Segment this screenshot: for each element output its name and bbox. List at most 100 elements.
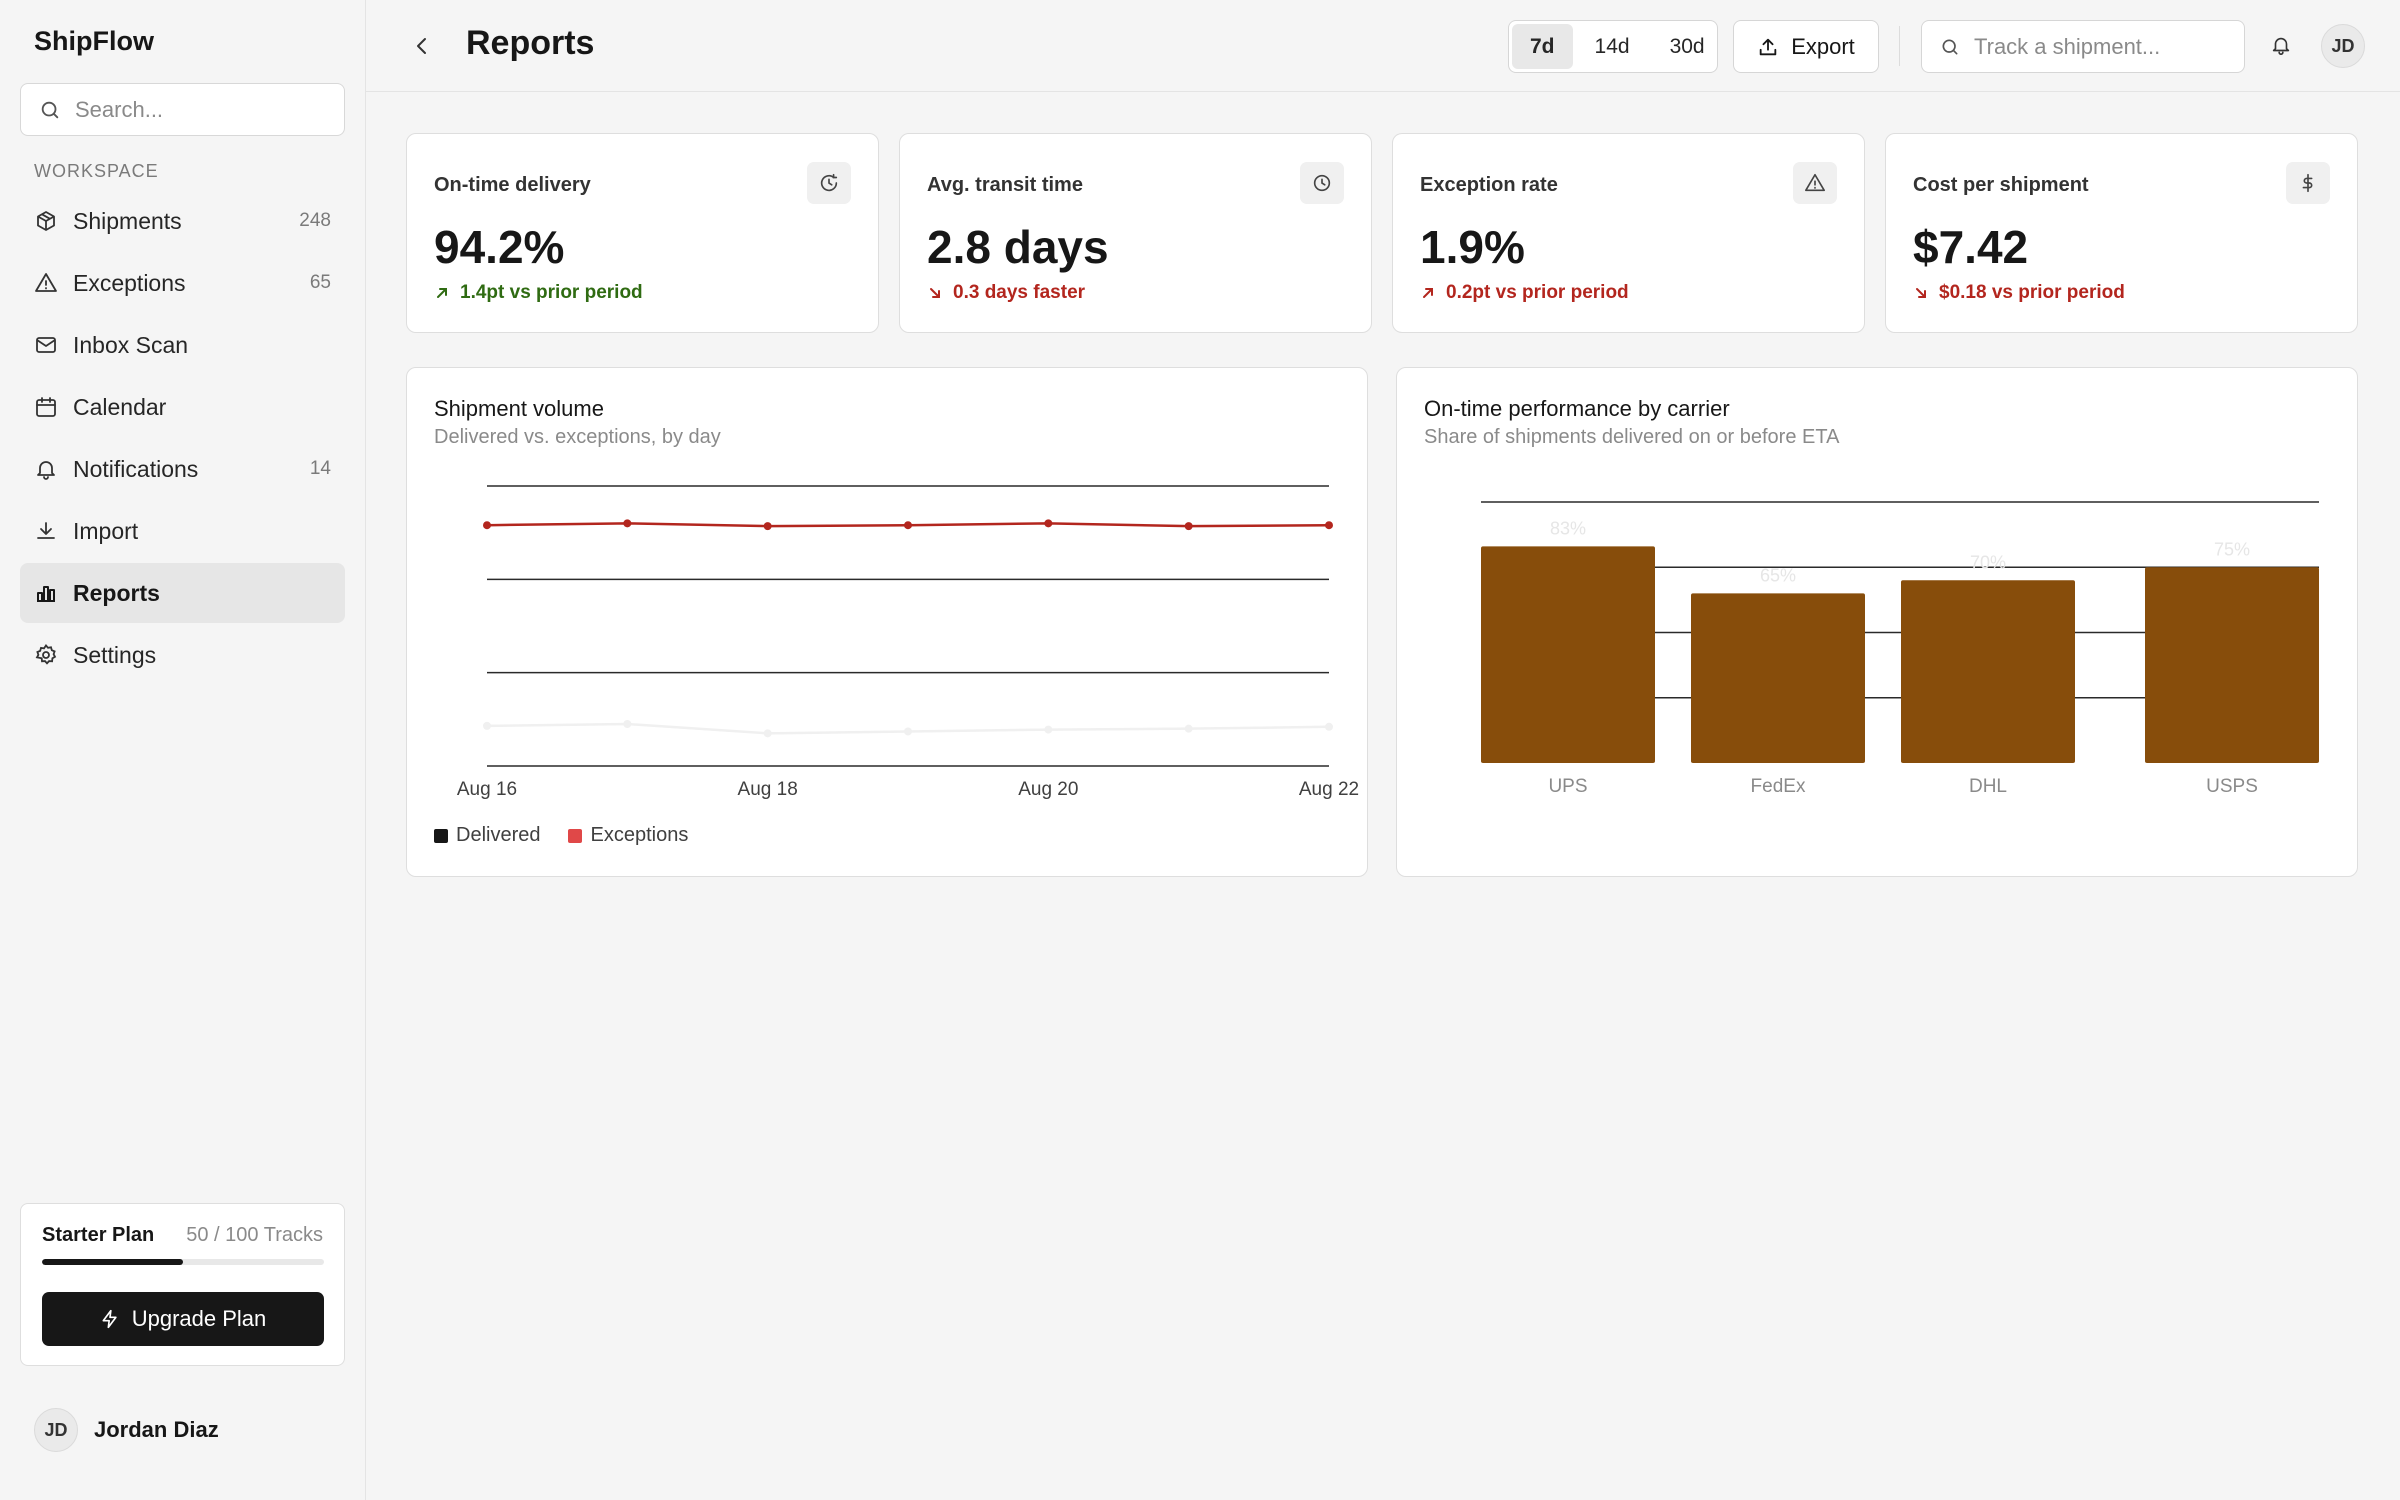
arrow-down-right-icon: [1916, 288, 1926, 298]
plan-progress-bar: [42, 1259, 324, 1265]
data-point-delivered: [1184, 724, 1193, 733]
x-tick-label: USPS: [2206, 776, 2258, 797]
calendar-icon: [36, 397, 56, 417]
x-tick-label: Aug 18: [738, 779, 798, 800]
avatar: JD: [34, 1408, 78, 1452]
data-point-delivered: [1044, 725, 1053, 734]
sidebar-item-reports[interactable]: Reports: [20, 563, 345, 623]
warning-icon: [35, 273, 57, 292]
bar-value-label: 65%: [1760, 565, 1796, 585]
bar-value-label: 75%: [2214, 539, 2250, 559]
kpi-delta-text: $0.18 vs prior period: [1939, 282, 2125, 303]
data-point-delivered: [483, 721, 491, 730]
sidebar-item-import[interactable]: Import: [20, 501, 345, 561]
bar-fedex: [1691, 593, 1865, 763]
kpi-value: 1.9%: [1420, 221, 1525, 273]
data-point-exceptions: [483, 521, 491, 530]
data-point-delivered: [904, 727, 912, 736]
export-button[interactable]: Export: [1733, 20, 1879, 73]
x-tick-label: DHL: [1969, 776, 2007, 797]
download-icon: [37, 522, 55, 539]
sidebar-item-exceptions[interactable]: Exceptions 65: [20, 253, 345, 313]
search-icon: [1942, 39, 1958, 55]
kpi-delta: $0.18 vs prior period: [1913, 282, 2125, 304]
data-point-exceptions: [623, 519, 632, 528]
kpi-delta-text: 0.3 days faster: [953, 282, 1086, 303]
user-name: Jordan Diaz: [94, 1417, 219, 1442]
sidebar-item-label: Settings: [73, 641, 157, 668]
upgrade-plan-button[interactable]: Upgrade Plan: [42, 1292, 324, 1346]
arrow-up-right-icon: [1423, 288, 1433, 298]
bar-usps: [2145, 567, 2319, 763]
range-7d-button[interactable]: 7d: [1512, 24, 1573, 69]
x-tick-label: Aug 22: [1299, 779, 1359, 800]
sidebar-item-label: Shipments: [73, 207, 182, 234]
chart-subtitle: Delivered vs. exceptions, by day: [434, 426, 721, 448]
bar-dhl: [1901, 580, 2075, 763]
data-point-exceptions: [1325, 521, 1333, 530]
date-range-toggle: 7d 14d 30d: [1508, 20, 1718, 73]
kpi-icon-box: [807, 162, 851, 204]
data-point-delivered: [1325, 722, 1333, 731]
sidebar-item-label: Inbox Scan: [73, 331, 189, 358]
legend-swatch: [434, 828, 448, 843]
data-point-exceptions: [763, 522, 772, 531]
export-label: Export: [1791, 33, 1855, 59]
kpi-label: Cost per shipment: [1913, 174, 2089, 196]
package-icon: [37, 211, 55, 231]
sidebar-item-count: 65: [309, 272, 331, 293]
chart-title: On-time performance by carrier: [1424, 396, 1730, 421]
chart-subtitle: Share of shipments delivered on or befor…: [1424, 426, 1840, 448]
kpi-label: On-time delivery: [434, 174, 591, 196]
sidebar-item-label: Notifications: [73, 455, 199, 482]
avatar[interactable]: JD: [2321, 24, 2365, 68]
kpi-value: $7.42: [1913, 221, 2029, 273]
gear-icon: [35, 644, 57, 665]
upgrade-plan-label: Upgrade Plan: [131, 1306, 267, 1331]
legend-item-exceptions: Exceptions: [568, 824, 688, 847]
upload-icon: [1759, 38, 1777, 55]
data-point-exceptions: [1044, 519, 1053, 528]
user-profile[interactable]: JD Jordan Diaz: [34, 1408, 219, 1452]
back-button[interactable]: [406, 30, 438, 62]
sidebar-search[interactable]: [20, 83, 345, 136]
shipment-volume-card: Shipment volume Delivered vs. exceptions…: [406, 367, 1368, 877]
track-shipment-input[interactable]: [1974, 33, 2234, 60]
chart-legend: Delivered Exceptions: [434, 824, 716, 847]
sidebar-item-notifications[interactable]: Notifications 14: [20, 439, 345, 499]
sidebar-item-settings[interactable]: Settings: [20, 625, 345, 685]
arrow-up-right-icon: [437, 288, 447, 298]
data-point-exceptions: [1184, 522, 1193, 531]
x-tick-label: Aug 16: [457, 779, 517, 800]
range-30d-button[interactable]: 30d: [1669, 34, 1705, 58]
x-tick-label: Aug 20: [1018, 779, 1078, 800]
top-bar: Reports 7d 14d 30d Export JD: [366, 0, 2400, 92]
sidebar-item-calendar[interactable]: Calendar: [20, 377, 345, 437]
data-point-delivered: [763, 729, 772, 738]
sidebar-item-shipments[interactable]: Shipments 248: [20, 191, 345, 251]
data-point-delivered: [623, 720, 632, 728]
notifications-button[interactable]: [2266, 30, 2296, 60]
carrier-performance-chart: 83% UPS 65% FedEx 70% DHL 75% USPS: [1481, 501, 2319, 797]
range-14d-button[interactable]: 14d: [1594, 34, 1630, 58]
track-shipment-search[interactable]: [1921, 20, 2245, 73]
lightning-icon: [102, 1309, 117, 1329]
dollar-icon: [2302, 173, 2313, 193]
kpi-delta: 0.2pt vs prior period: [1420, 282, 1629, 304]
kpi-card-on-time-delivery: On-time delivery 94.2% 1.4pt vs prior pe…: [406, 133, 879, 333]
sidebar-item-inbox-scan[interactable]: Inbox Scan: [20, 315, 345, 375]
sidebar-item-count: 248: [299, 210, 331, 231]
search-input[interactable]: [75, 96, 325, 123]
legend-label: Exceptions: [590, 824, 689, 846]
kpi-label: Avg. transit time: [927, 174, 1083, 196]
sidebar: ShipFlow WORKSPACE Shipments 248 Excepti…: [0, 0, 366, 1500]
section-label: WORKSPACE: [34, 161, 159, 181]
kpi-value: 2.8 days: [927, 221, 1109, 273]
kpi-icon-box: [1300, 162, 1344, 204]
carrier-performance-card: On-time performance by carrier Share of …: [1396, 367, 2358, 877]
kpi-card-exception-rate: Exception rate 1.9% 0.2pt vs prior perio…: [1392, 133, 1865, 333]
legend-label: Delivered: [456, 824, 541, 846]
chart-title: Shipment volume: [434, 396, 604, 421]
chevron-left-icon: [417, 38, 426, 54]
kpi-label: Exception rate: [1420, 174, 1558, 196]
